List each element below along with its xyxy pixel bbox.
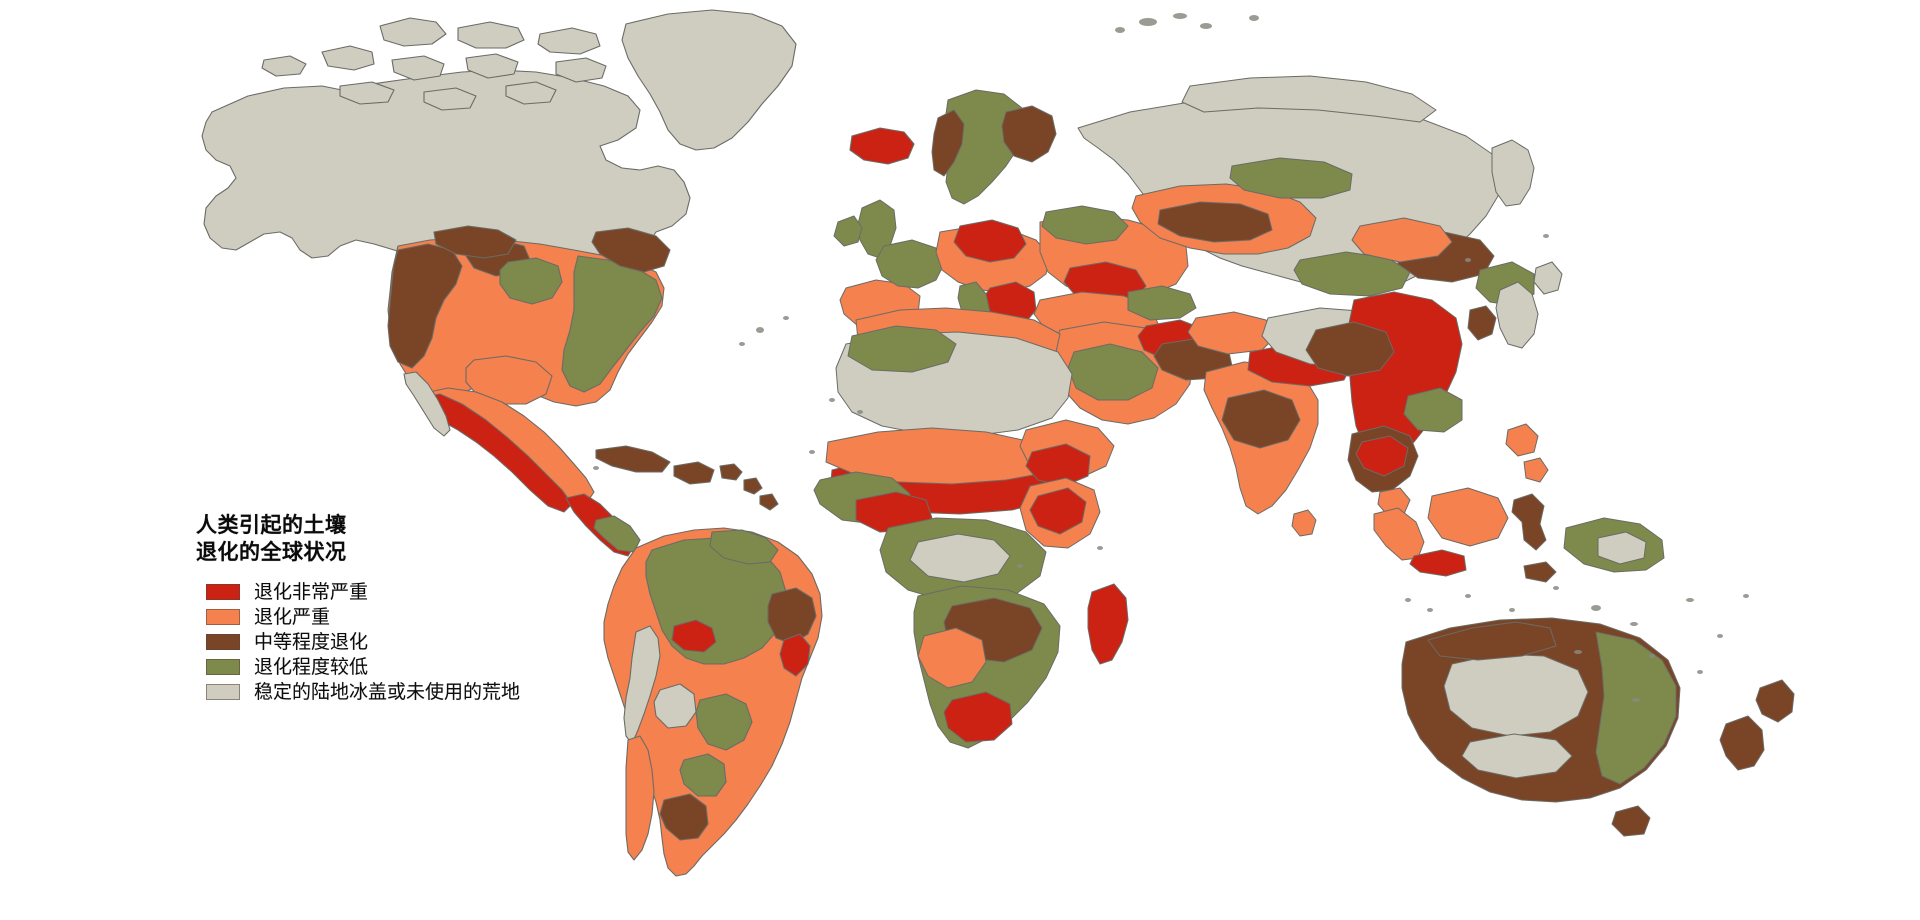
land-ireland: [833, 215, 863, 247]
legend-title-line-2: 退化的全球状况: [196, 540, 347, 565]
land-usa-east-low: [499, 255, 663, 393]
legend-label-severe: 退化严重: [254, 605, 331, 628]
map-legend: 人类引起的土壤 退化的全球状况 退化非常严重 退化严重 中等程度退化 退化程度较…: [196, 512, 616, 705]
land-central-asia-brown: [1157, 201, 1273, 243]
land-indochina-red: [1355, 435, 1409, 477]
legend-label-very-severe: 退化非常严重: [254, 580, 369, 603]
region-europe: [833, 89, 1189, 337]
legend-item-low[interactable]: 退化程度较低: [206, 655, 616, 680]
land-arabia-green: [1067, 343, 1159, 401]
land-usa-south: [465, 355, 553, 405]
land-andes-stable: [623, 625, 661, 745]
land-germany-poland-red: [953, 219, 1027, 263]
land-timor: [1523, 561, 1557, 583]
land-cuba: [595, 445, 671, 473]
region-north-asia: [1077, 75, 1535, 307]
land-java-red: [1409, 549, 1467, 577]
region-north-america: [201, 9, 915, 557]
land-kamchatka: [1491, 139, 1535, 207]
land-finland-baltic: [1001, 105, 1057, 163]
land-iceland: [849, 127, 915, 165]
region-oceania: [1401, 617, 1795, 837]
land-arctic-islands: [261, 17, 607, 111]
legend-label-low: 退化程度较低: [254, 655, 369, 678]
land-baja: [403, 371, 451, 437]
land-greenland: [621, 9, 797, 151]
legend-title: 人类引起的土壤 退化的全球状况: [196, 512, 616, 567]
land-central-africa-stable: [909, 533, 1011, 583]
land-chile-coast: [625, 735, 655, 861]
land-new-zealand-south: [1719, 715, 1765, 771]
land-mexico-pacific-red: [417, 393, 573, 513]
legend-swatch-stable: [206, 684, 240, 701]
land-madagascar: [1087, 583, 1129, 665]
legend-label-stable: 稳定的陆地冰盖或未使用的荒地: [254, 680, 521, 703]
legend-title-line-1: 人类引起的土壤: [196, 513, 347, 537]
land-siberia-green: [1229, 157, 1353, 199]
land-south-africa-red: [943, 691, 1013, 743]
land-australia-south-stable: [1461, 733, 1573, 779]
region-middle-east: [1033, 285, 1277, 425]
legend-item-very-severe[interactable]: 退化非常严重: [206, 580, 616, 605]
legend-item-list: 退化非常严重 退化严重 中等程度退化 退化程度较低 稳定的陆地冰盖或未使用的荒地: [206, 580, 616, 705]
land-sulawesi: [1511, 493, 1547, 551]
land-usa-rockies: [433, 225, 517, 259]
land-new-guinea-stable: [1597, 531, 1647, 565]
legend-item-severe[interactable]: 退化严重: [206, 605, 616, 630]
region-south-east-asia: [1203, 261, 1665, 583]
land-hispaniola: [673, 461, 715, 485]
legend-swatch-moderate: [206, 634, 240, 651]
land-australia-north-brown: [1427, 621, 1557, 661]
land-china-brown: [1305, 321, 1395, 377]
land-russia-sw-green: [1041, 205, 1129, 245]
legend-item-stable[interactable]: 稳定的陆地冰盖或未使用的荒地: [206, 680, 616, 705]
region-africa: [813, 307, 1129, 749]
legend-swatch-low: [206, 659, 240, 676]
land-patagonia: [659, 793, 709, 841]
island-scatter: [593, 13, 1749, 702]
land-australia-stable-center: [1443, 653, 1589, 737]
legend-swatch-severe: [206, 609, 240, 626]
land-caspian-green: [1127, 285, 1197, 321]
land-brazil-se-red: [779, 633, 811, 677]
land-brazil-red: [671, 619, 717, 653]
land-ethiopia-red: [1025, 443, 1091, 487]
land-france: [875, 239, 945, 289]
region-south-america: [603, 527, 823, 877]
land-east-africa-red: [1029, 487, 1087, 535]
land-namibia-orange: [917, 627, 987, 689]
land-usa-northeast: [591, 227, 671, 273]
legend-item-moderate[interactable]: 中等程度退化: [206, 630, 616, 655]
legend-swatch-very-severe: [206, 584, 240, 601]
land-japan: [1495, 261, 1563, 349]
land-antilles: [719, 463, 779, 511]
land-tasmania: [1611, 805, 1651, 837]
land-korea: [1467, 305, 1497, 341]
land-india-brown: [1221, 389, 1301, 449]
legend-label-moderate: 中等程度退化: [254, 630, 369, 653]
land-guiana: [709, 529, 779, 565]
land-norway-coast: [931, 109, 965, 177]
land-philippines: [1505, 423, 1549, 483]
land-china-south-green: [1403, 387, 1463, 433]
land-argentina-low: [679, 693, 753, 797]
land-manchuria-orange: [1351, 217, 1453, 263]
land-siberia-north-coast: [1181, 75, 1437, 123]
land-sri-lanka: [1291, 509, 1317, 537]
land-sahara-northwest-green: [847, 325, 957, 373]
land-altiplano: [653, 683, 697, 729]
land-australia-east-green: [1595, 631, 1677, 785]
land-new-zealand-north: [1755, 679, 1795, 723]
land-borneo: [1427, 487, 1509, 547]
